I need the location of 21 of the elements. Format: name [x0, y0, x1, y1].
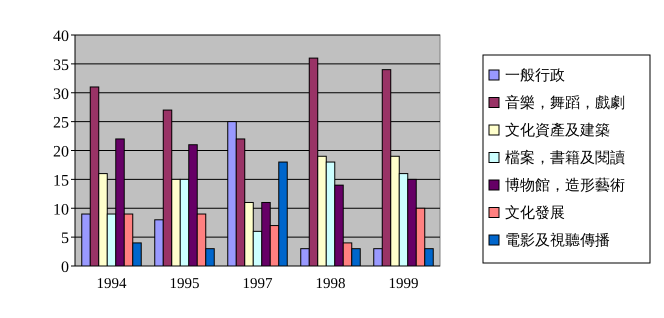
y-tick-label: 0: [61, 259, 69, 276]
y-tick-label: 10: [53, 201, 69, 218]
x-tick-label: 1994: [96, 276, 127, 292]
y-tick-label: 5: [61, 230, 69, 248]
y-tick-label: 20: [53, 144, 69, 160]
legend-label: 電影及視聽傳播: [505, 232, 610, 249]
legend-label: 文化資產及建築: [505, 122, 610, 139]
x-tick-label: 1999: [388, 276, 418, 292]
x-tick-label: 1997: [242, 276, 273, 292]
x-tick-label: 1998: [316, 276, 346, 292]
legend-label: 文化發展: [505, 204, 565, 222]
y-tick-label: 30: [53, 86, 69, 103]
x-tick-label: 1995: [170, 276, 200, 292]
y-tick-label: 40: [53, 28, 69, 45]
y-tick-label: 25: [53, 114, 69, 132]
legend-label: 博物館，造形藝術: [505, 177, 625, 194]
y-tick-label: 15: [53, 172, 69, 190]
legend-label: 音樂，舞蹈，戲劇: [505, 94, 625, 112]
legend-label: 檔案，書籍及閱讀: [505, 150, 625, 166]
legend-label: 一般行政: [505, 67, 565, 84]
y-tick-label: 35: [53, 56, 69, 74]
